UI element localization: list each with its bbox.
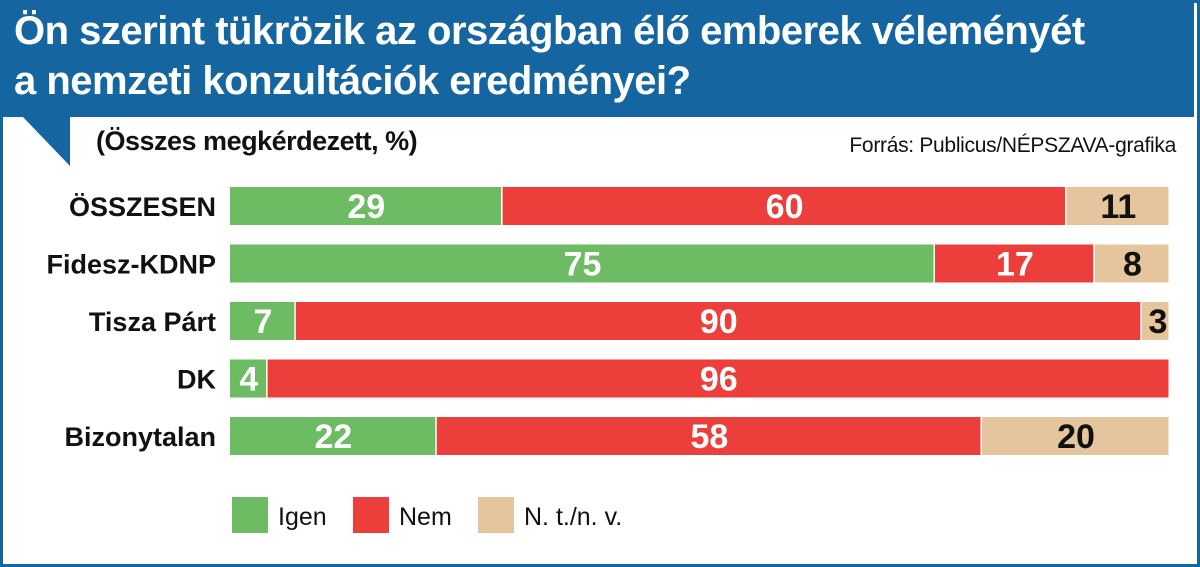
category-label: DK	[177, 365, 216, 395]
bar-value-label: 17	[996, 246, 1034, 284]
bar-value-label: 29	[347, 188, 385, 226]
bar-value-label: 8	[1123, 246, 1142, 284]
bar-value-label: 20	[1057, 418, 1095, 456]
bar-value-label: 3	[1148, 303, 1167, 341]
title-banner	[0, 0, 1194, 117]
bar-segment-nem	[267, 359, 1169, 398]
chart-title-line-2: a nemzeti konzultációk eredményei?	[14, 59, 691, 103]
bar-value-label: 96	[700, 361, 738, 399]
bar-value-label: 90	[700, 303, 738, 341]
bar-segment-nem	[436, 417, 981, 455]
category-label: Tisza Párt	[89, 307, 216, 337]
bar-segment-nem	[295, 302, 1141, 340]
bar-value-label: 58	[690, 418, 728, 456]
bar-value-label: 60	[766, 188, 804, 226]
bar-segment-igen	[230, 417, 436, 455]
title-banner-tail	[22, 116, 70, 166]
category-label: ÖSSZESEN	[69, 192, 216, 222]
legend-label: Igen	[278, 503, 327, 531]
legend-label: N. t./n. v.	[524, 503, 622, 531]
bar-segment-igen	[230, 244, 934, 283]
chart-subtitle: (Összes megkérdezett, %)	[96, 126, 418, 156]
bar-segment-ntnv	[982, 417, 1169, 455]
bar-segment-igen	[230, 302, 295, 340]
bar-segment-ntnv	[1066, 187, 1169, 225]
chart-title: Ön szerint tükrözik az országban élő emb…	[14, 6, 1184, 106]
bar-segment-nem	[502, 187, 1066, 225]
bar-segment-nem	[935, 244, 1094, 283]
legend-swatch-igen	[232, 497, 268, 533]
bar-value-label: 22	[314, 418, 352, 456]
bar-value-label: 7	[253, 303, 272, 341]
bar-segment-igen	[230, 187, 502, 225]
bar-segment-ntnv	[1094, 244, 1169, 283]
category-label: Fidesz-KDNP	[46, 250, 216, 280]
bar-value-label: 11	[1100, 188, 1136, 226]
bar-value-label: 75	[564, 246, 602, 284]
chart-title-line-1: Ön szerint tükrözik az országban élő emb…	[14, 9, 1085, 53]
bar-segment-igen	[230, 359, 267, 398]
category-label: Bizonytalan	[64, 422, 216, 452]
legend-swatch-nem	[353, 497, 389, 533]
source-credit: Forrás: Publicus/NÉPSZAVA-grafika	[849, 134, 1176, 157]
legend-label: Nem	[399, 503, 452, 531]
bar-segment-ntnv	[1141, 302, 1169, 340]
bar-value-label: 4	[239, 361, 258, 399]
legend-swatch-ntnv	[478, 497, 514, 533]
